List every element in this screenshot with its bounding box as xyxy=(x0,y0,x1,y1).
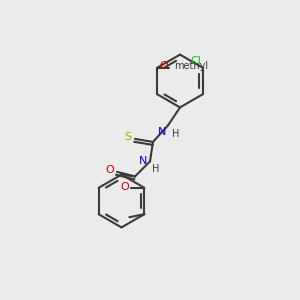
Text: H: H xyxy=(172,129,179,139)
Text: S: S xyxy=(124,132,131,142)
Text: O: O xyxy=(160,61,168,71)
Text: Cl: Cl xyxy=(190,56,201,66)
Text: N: N xyxy=(139,156,147,167)
Text: O: O xyxy=(106,165,115,176)
Text: H: H xyxy=(152,164,160,174)
Text: O: O xyxy=(121,182,129,192)
Text: methyl: methyl xyxy=(174,61,208,71)
Text: N: N xyxy=(158,127,166,137)
